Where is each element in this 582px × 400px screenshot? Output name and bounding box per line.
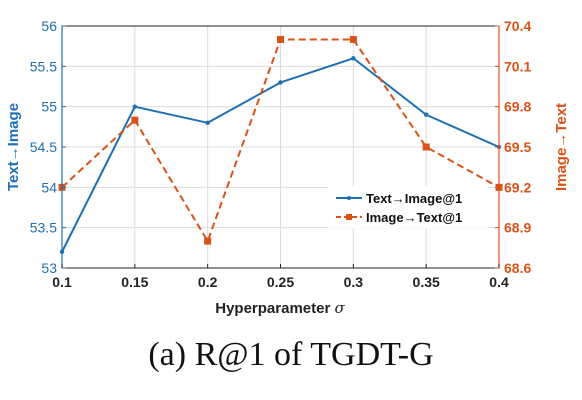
figure-caption: (a) R@1 of TGDT-G xyxy=(148,336,434,373)
data-point-text-image xyxy=(423,112,429,117)
data-point-text-image xyxy=(278,80,283,85)
y-tick-label-right: 70.4 xyxy=(504,18,531,34)
y-tick-label-left: 55.5 xyxy=(30,58,57,74)
y-tick-label-right: 70.1 xyxy=(504,58,531,74)
data-point-image-text xyxy=(204,237,212,245)
data-point-text-image xyxy=(132,104,138,109)
y-tick-label-left: 54.5 xyxy=(30,139,57,155)
y-tick-label-left: 53.5 xyxy=(30,220,57,236)
y-tick-label-right: 68.6 xyxy=(504,260,531,276)
x-tick-label: 0.1 xyxy=(52,274,72,290)
legend-marker-text-image xyxy=(347,196,351,200)
x-axis-label-main: Hyperparameter xyxy=(215,300,334,317)
x-tick-label: 0.2 xyxy=(198,274,218,290)
y-tick-label-right: 69.8 xyxy=(504,99,531,115)
legend-entry-image-text: Image→Text@1 xyxy=(366,210,462,225)
y-tick-label-right: 68.9 xyxy=(504,220,531,236)
data-point-image-text xyxy=(277,35,284,43)
y-tick-label-left: 53 xyxy=(41,260,57,276)
x-tick-label: 0.3 xyxy=(344,274,364,290)
y-tick-label-left: 56 xyxy=(41,18,57,34)
legend-box xyxy=(328,186,488,228)
x-tick-label: 0.35 xyxy=(413,274,440,290)
data-point-image-text xyxy=(131,116,139,124)
y-tick-label-right: 69.5 xyxy=(504,139,531,155)
y-axis-label-left: Text→Image xyxy=(5,103,22,191)
x-axis-label: Hyperparameter σ xyxy=(215,299,345,317)
legend-marker-image-text xyxy=(346,214,352,220)
y-tick-label-left: 55 xyxy=(41,99,57,115)
data-point-image-text xyxy=(349,35,357,43)
y-tick-label-left: 54 xyxy=(41,179,57,195)
tick-marks xyxy=(61,25,500,269)
x-tick-label: 0.4 xyxy=(489,274,509,290)
data-point-text-image xyxy=(351,56,356,61)
x-tick-label: 0.25 xyxy=(267,274,294,290)
legend: Text→Image@1 Image→Text@1 xyxy=(328,186,488,228)
x-tick-label: 0.15 xyxy=(121,274,148,290)
legend-entry-text-image: Text→Image@1 xyxy=(366,191,462,206)
data-point-image-text xyxy=(422,143,430,151)
y-tick-label-right: 69.2 xyxy=(504,179,531,195)
data-point-text-image xyxy=(205,120,210,126)
y-axis-label-right: Image→Text xyxy=(553,103,570,191)
tick-labels: 0.1 0.15 0.2 0.25 0.3 0.35 0.4 53 53.5 54 54.5 55 55… xyxy=(30,18,532,290)
x-axis-label-symbol: σ xyxy=(334,299,345,317)
